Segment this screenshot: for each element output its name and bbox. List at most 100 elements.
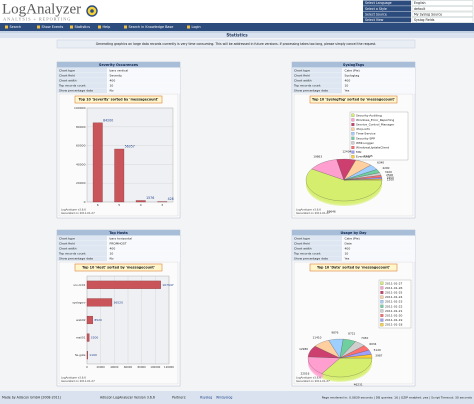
pie-slice — [305, 168, 383, 202]
setting-label-cell — [292, 72, 342, 78]
y-tick-label: fw-gate — [75, 353, 86, 357]
logo-icon-core — [90, 9, 94, 13]
nav-item[interactable]: Login — [192, 25, 201, 29]
setting-value: 10 — [110, 84, 114, 88]
nav-icon — [70, 25, 73, 29]
legend-swatch — [351, 146, 355, 150]
selector-value[interactable]: My Syslog Source — [414, 12, 442, 16]
setting-value-cell — [107, 83, 180, 88]
setting-value: No — [110, 89, 114, 93]
setting-label: Chart type — [294, 236, 310, 240]
chart-generated: Generated on 2011-01-27 — [296, 211, 330, 215]
value-label: 3200 — [91, 336, 99, 340]
footer-partner[interactable]: WinSyslog — [216, 396, 232, 400]
selector-value[interactable]: Syslog Fields — [414, 18, 435, 22]
nav-icon — [5, 25, 8, 29]
setting-label: Chart width — [59, 247, 77, 251]
legend-swatch — [380, 304, 384, 308]
x-tick-label: 100000 — [150, 365, 160, 369]
setting-label-cell — [292, 67, 342, 73]
setting-value: FROMHOST — [110, 241, 127, 245]
setting-value-cell — [342, 251, 415, 256]
setting-value: Yes — [345, 257, 350, 261]
setting-label-cell — [57, 240, 107, 246]
setting-value: Yes — [345, 89, 350, 93]
chart-title-box — [309, 263, 398, 272]
setting-label: Chart width — [59, 79, 77, 83]
legend-swatch — [351, 118, 355, 122]
nav-bar — [0, 23, 474, 31]
value-label: 6340 — [377, 161, 384, 165]
selector-label-cell — [363, 0, 411, 6]
selector-box[interactable] — [411, 17, 474, 23]
setting-value: 400 — [345, 79, 351, 83]
selector-box[interactable] — [411, 0, 474, 6]
bar — [86, 298, 113, 307]
setting-label-cell — [292, 235, 342, 241]
x-tick-label: 120000 — [164, 365, 174, 369]
setting-label-cell — [57, 83, 107, 88]
setting-label-cell — [57, 246, 107, 251]
value-label: 9876 — [331, 331, 338, 335]
nav-item[interactable]: Help — [103, 25, 111, 29]
x-tick-label: 60000 — [124, 365, 133, 369]
legend-label: dhcp-info — [356, 127, 370, 131]
setting-value-cell — [107, 78, 180, 83]
value-label: 1576 — [146, 196, 154, 200]
setting-value: Syslogtag — [345, 73, 360, 77]
legend-label: WMI-Logger — [356, 141, 375, 145]
setting-label: Top records count — [58, 252, 86, 256]
selector-value[interactable]: English — [414, 1, 426, 5]
value-label: 84200 — [103, 118, 113, 122]
legend-swatch — [351, 127, 355, 131]
value-label: 428 — [168, 197, 174, 201]
setting-value: 10 — [110, 252, 114, 256]
panel-header — [292, 230, 415, 236]
setting-label: Show percentage data — [294, 257, 328, 261]
nav-item[interactable]: Statistics — [75, 25, 91, 29]
setting-label: Chart field — [294, 73, 310, 77]
selector-box[interactable] — [411, 6, 474, 12]
bar — [86, 333, 90, 342]
legend-label: 2011-01-20 — [385, 314, 403, 318]
setting-value: Date — [345, 241, 352, 245]
setting-label-cell — [57, 88, 107, 94]
legend-label: 2011-01-19 — [385, 318, 403, 322]
x-tick-label: 0 — [86, 365, 88, 369]
setting-label: Chart field — [294, 241, 310, 245]
setting-value: Cake (Pie) — [345, 236, 360, 240]
nav-item[interactable]: Search in Knowledge Base — [129, 25, 174, 29]
value-label: 56357 — [125, 145, 135, 149]
bar — [86, 280, 161, 289]
y-tick-label: 0 — [84, 200, 86, 204]
chart-title: Top 10 'Date' sorted by 'messagecount' — [317, 266, 390, 270]
setting-label: Top records count — [293, 252, 321, 256]
setting-label-cell — [292, 78, 342, 83]
footer-partners-label: Partners: — [172, 396, 186, 400]
setting-value: bars vertical — [110, 68, 129, 72]
nav-item[interactable]: Show Events — [42, 25, 64, 29]
value-label: 89646 — [327, 209, 336, 213]
setting-value: 400 — [110, 247, 116, 251]
footer-partner[interactable]: Rsyslog — [200, 396, 212, 400]
legend-label: 2011-01-18 — [385, 323, 403, 327]
setting-label-cell — [292, 240, 342, 246]
setting-value-cell — [342, 67, 415, 73]
nav-item[interactable]: Search — [10, 25, 22, 29]
legend-swatch — [351, 132, 355, 136]
setting-value-cell — [342, 240, 415, 246]
setting-label: Chart width — [294, 79, 312, 83]
pie-slice — [339, 354, 373, 359]
setting-label: Top records count — [58, 84, 86, 88]
setting-value-cell — [342, 78, 415, 83]
selector-box[interactable] — [411, 11, 474, 17]
legend-swatch — [380, 323, 384, 327]
legend-label: 2011-01-27 — [385, 281, 403, 285]
legend-label: 2011-01-26 — [385, 286, 403, 290]
legend-label: 2011-01-22 — [385, 304, 403, 308]
legend-label: 2011-01-23 — [385, 300, 403, 304]
chart-generated: Generated on 2011-01-27 — [296, 379, 330, 383]
selector-value[interactable]: default — [414, 7, 426, 11]
